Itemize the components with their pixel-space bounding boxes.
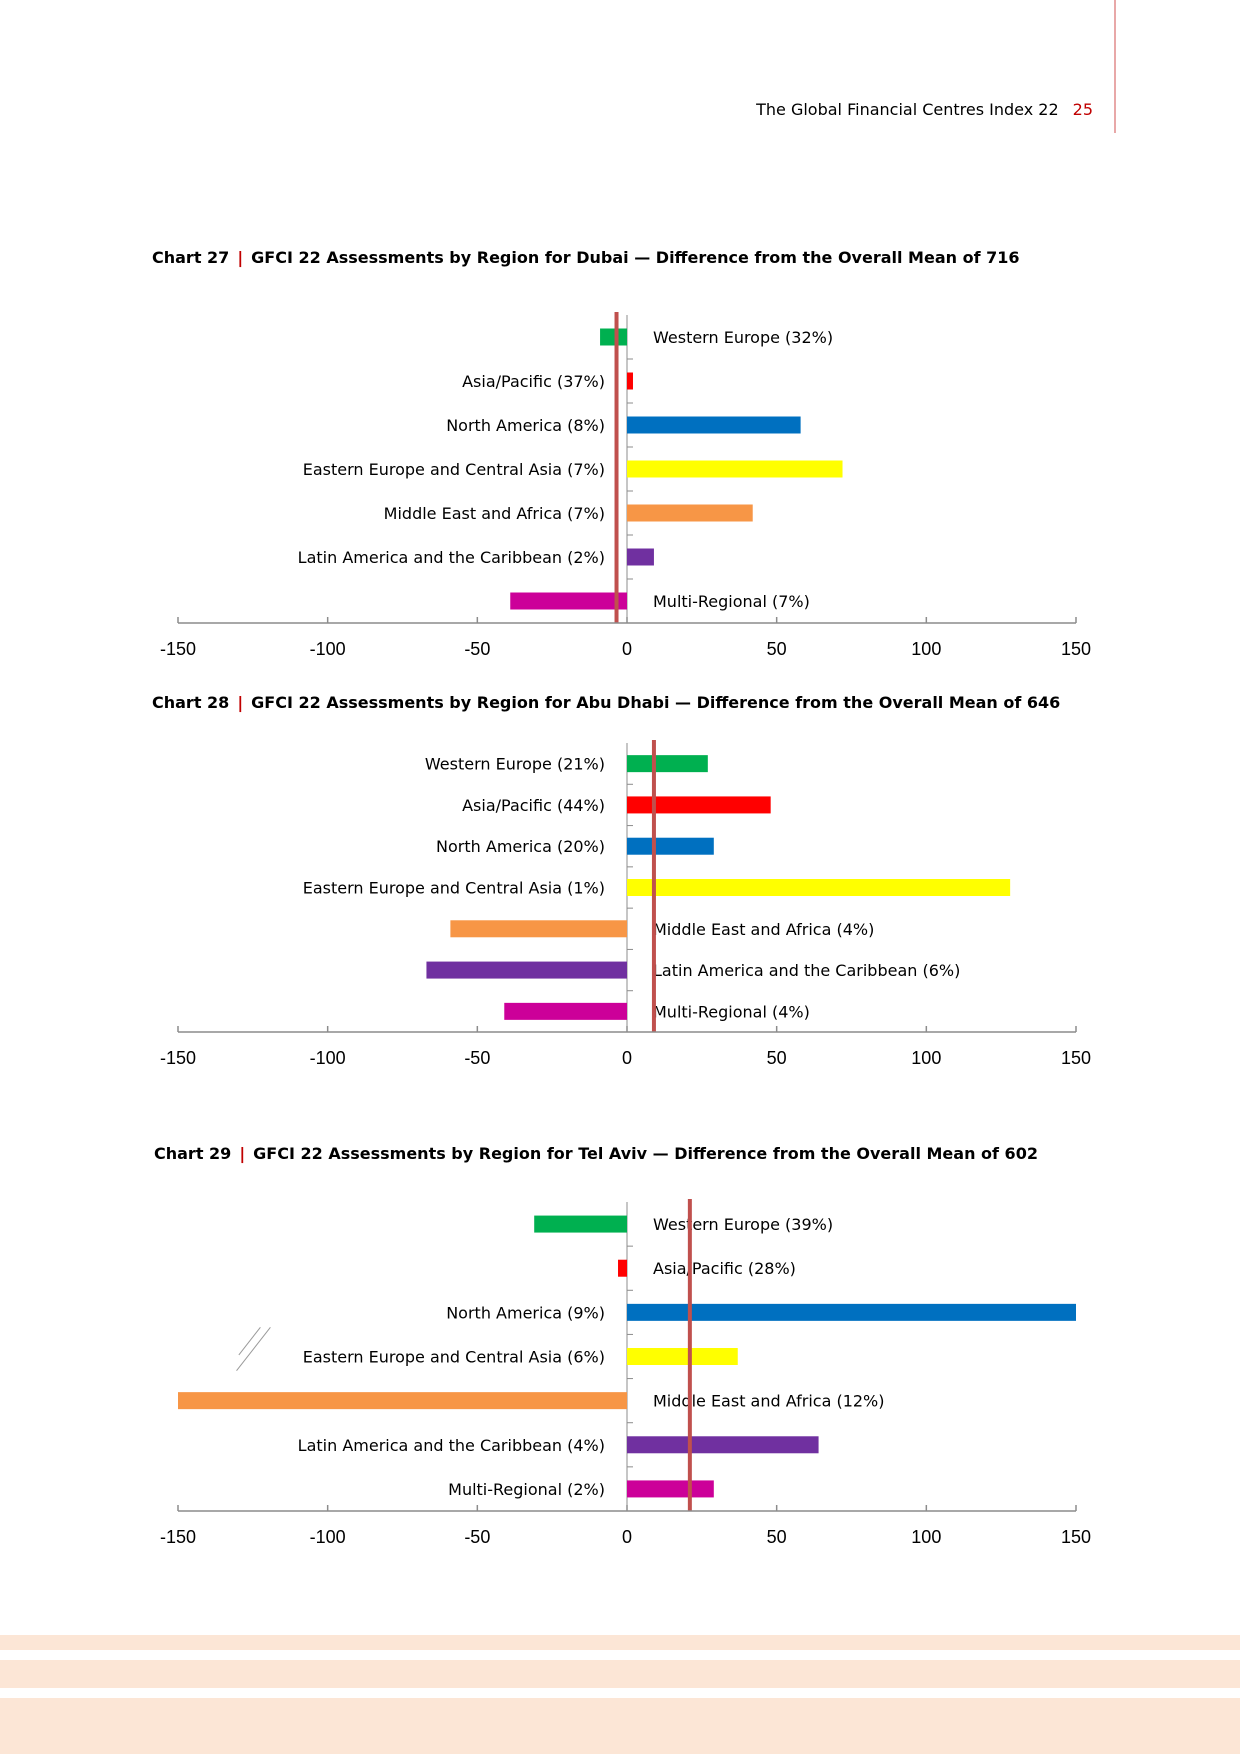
chart-29-number: Chart 29 xyxy=(154,1144,232,1163)
bar-label: Asia/Pacific (44%) xyxy=(462,796,605,815)
x-tick-label: 0 xyxy=(622,1527,632,1547)
bar-asia-pacific xyxy=(618,1259,627,1277)
chart-29-title-text: GFCI 22 Assessments by Region for Tel Av… xyxy=(253,1144,1038,1163)
chart-27-separator: | xyxy=(237,248,244,267)
bar-label: Western Europe (39%) xyxy=(653,1215,833,1234)
bar-eastern-europe xyxy=(627,879,1011,896)
x-tick-label: -150 xyxy=(160,1048,196,1068)
bar-middle-east xyxy=(450,920,627,938)
bar-label: Latin America and the Caribbean (2%) xyxy=(298,548,605,567)
header-vertical-rule xyxy=(1114,0,1116,133)
bar-label: North America (9%) xyxy=(446,1303,605,1322)
bar-multi-regional xyxy=(627,1480,714,1498)
x-tick-label: 100 xyxy=(911,1527,941,1547)
chart-29-separator: | xyxy=(239,1144,246,1163)
x-tick-label: -50 xyxy=(464,1527,490,1547)
chart-28-separator: | xyxy=(237,693,244,712)
bar-label: Middle East and Africa (4%) xyxy=(653,920,874,939)
chart-27-number: Chart 27 xyxy=(152,248,230,267)
x-tick-label: 100 xyxy=(911,639,941,659)
bar-label: Middle East and Africa (7%) xyxy=(384,504,605,523)
bar-label: Western Europe (32%) xyxy=(653,328,833,347)
x-tick-label: 150 xyxy=(1061,639,1091,659)
chart-27-title: Chart 27 | GFCI 22 Assessments by Region f… xyxy=(152,248,1020,267)
bar-eastern-europe xyxy=(627,460,843,478)
x-tick-label: -50 xyxy=(464,1048,490,1068)
header-title: The Global Financial Centres Index 22 xyxy=(756,100,1059,119)
bar-multi-regional xyxy=(510,592,627,610)
x-tick-label: 100 xyxy=(911,1048,941,1068)
x-tick-label: 150 xyxy=(1061,1048,1091,1068)
bar-asia-pacific xyxy=(627,372,633,390)
chart-28-number: Chart 28 xyxy=(152,693,230,712)
x-tick-label: 50 xyxy=(767,639,787,659)
page-header: The Global Financial Centres Index 22 25 xyxy=(756,100,1093,119)
x-tick-label: -150 xyxy=(160,1527,196,1547)
x-tick-label: -100 xyxy=(310,1527,346,1547)
bar-western-europe xyxy=(534,1215,627,1233)
footer-stripe xyxy=(0,1698,1240,1754)
bar-latin-america xyxy=(426,961,627,979)
bar-latin-america xyxy=(627,1436,819,1454)
bar-north-america xyxy=(627,416,801,434)
bar-latin-america xyxy=(627,548,654,566)
chart-29-tel-aviv: Western Europe (39%) Asia/Pacific (28%) No… xyxy=(160,1199,1091,1547)
bar-multi-regional xyxy=(504,1002,627,1020)
bar-asia-pacific xyxy=(627,796,771,814)
chart-28-title-text: GFCI 22 Assessments by Region for Abu Dh… xyxy=(251,693,1061,712)
bar-middle-east xyxy=(627,504,753,522)
bar-western-europe xyxy=(600,328,627,346)
chart-28-abu-dhabi: Western Europe (21%) Asia/Pacific (44%) No… xyxy=(160,740,1091,1068)
x-tick-label: -100 xyxy=(310,639,346,659)
x-tick-label: -50 xyxy=(464,639,490,659)
x-tick-label: -100 xyxy=(310,1048,346,1068)
bar-label: Eastern Europe and Central Asia (7%) xyxy=(303,460,605,479)
bar-north-america xyxy=(627,1303,1076,1321)
bar-label: Asia/Pacific (28%) xyxy=(653,1259,796,1278)
x-tick-label: 0 xyxy=(622,1048,632,1068)
chart-29-title: Chart 29 | GFCI 22 Assessments by Region f… xyxy=(154,1144,1038,1163)
bar-label: Eastern Europe and Central Asia (1%) xyxy=(303,879,605,898)
bar-middle-east xyxy=(178,1392,627,1410)
chart-27-dubai: Western Europe (32%) Asia/Pacific (37%) No… xyxy=(160,312,1091,659)
bar-label: Western Europe (21%) xyxy=(425,755,605,774)
page-number: 25 xyxy=(1072,100,1093,119)
bar-label: Asia/Pacific (37%) xyxy=(462,372,605,391)
bar-label: Middle East and Africa (12%) xyxy=(653,1392,885,1411)
chart-28-title: Chart 28 | GFCI 22 Assessments by Region f… xyxy=(152,693,1060,712)
bar-label: North America (8%) xyxy=(446,416,605,435)
bar-eastern-europe xyxy=(627,1348,738,1365)
bar-western-europe xyxy=(627,755,708,773)
footer-stripe xyxy=(0,1660,1240,1688)
x-tick-label: 0 xyxy=(622,639,632,659)
bar-label: Multi-Regional (2%) xyxy=(448,1480,605,1499)
bar-north-america xyxy=(627,837,714,855)
x-tick-label: 50 xyxy=(767,1527,787,1547)
x-tick-label: -150 xyxy=(160,639,196,659)
x-tick-label: 150 xyxy=(1061,1527,1091,1547)
x-tick-label: 50 xyxy=(767,1048,787,1068)
footer-stripe xyxy=(0,1635,1240,1650)
bar-label: Eastern Europe and Central Asia (6%) xyxy=(303,1348,605,1367)
chart-27-title-text: GFCI 22 Assessments by Region for Dubai … xyxy=(251,248,1020,267)
bar-label: Latin America and the Caribbean (4%) xyxy=(298,1436,605,1455)
bar-label: Multi-Regional (4%) xyxy=(653,1002,810,1021)
bar-label: North America (20%) xyxy=(436,837,605,856)
bar-label: Latin America and the Caribbean (6%) xyxy=(653,961,960,980)
bar-label: Multi-Regional (7%) xyxy=(653,592,810,611)
